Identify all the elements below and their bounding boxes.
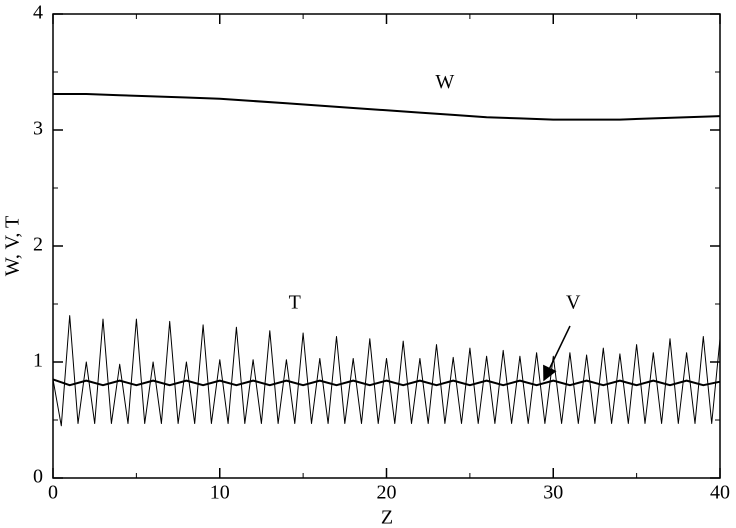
x-axis-label: Z [381,507,393,528]
y-tick-label: 0 [33,466,43,488]
y-tick-label: 2 [33,234,43,256]
plot-frame [52,13,721,479]
x-tick-label: 0 [48,482,58,504]
y-tick-label: 3 [33,118,43,140]
series-line [52,378,721,387]
annotation: T [289,292,301,314]
x-tick-label: 40 [710,482,730,504]
annotation-arrow [543,325,571,382]
series-line [53,93,721,121]
y-axis-label: W, V, T [2,216,24,276]
x-tick-label: 30 [543,482,563,504]
x-tick-label: 20 [377,482,397,504]
y-tick-label: 1 [33,350,43,372]
y-tick-label: 4 [33,2,43,24]
series-line [52,315,721,427]
annotation: W [435,71,454,93]
x-tick-label: 10 [210,482,230,504]
annotation: V [566,292,581,314]
